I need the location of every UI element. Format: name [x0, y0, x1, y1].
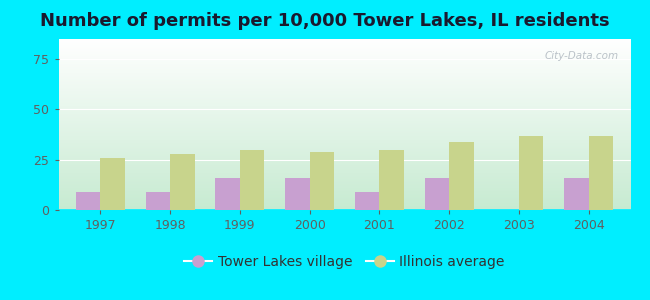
Bar — [309, 152, 334, 210]
Bar — [449, 142, 474, 210]
Bar — [170, 154, 194, 210]
Bar — [215, 178, 240, 210]
Bar — [519, 136, 543, 210]
Bar — [380, 150, 404, 210]
Bar — [424, 178, 449, 210]
Bar — [146, 192, 170, 210]
Legend: Tower Lakes village, Illinois average: Tower Lakes village, Illinois average — [179, 250, 510, 275]
Text: Number of permits per 10,000 Tower Lakes, IL residents: Number of permits per 10,000 Tower Lakes… — [40, 12, 610, 30]
Bar — [240, 150, 265, 210]
Bar — [589, 136, 613, 210]
Text: City-Data.com: City-Data.com — [545, 51, 619, 61]
Bar — [355, 192, 380, 210]
Bar — [285, 178, 309, 210]
Bar — [564, 178, 589, 210]
Bar — [100, 158, 125, 210]
Bar — [76, 192, 100, 210]
